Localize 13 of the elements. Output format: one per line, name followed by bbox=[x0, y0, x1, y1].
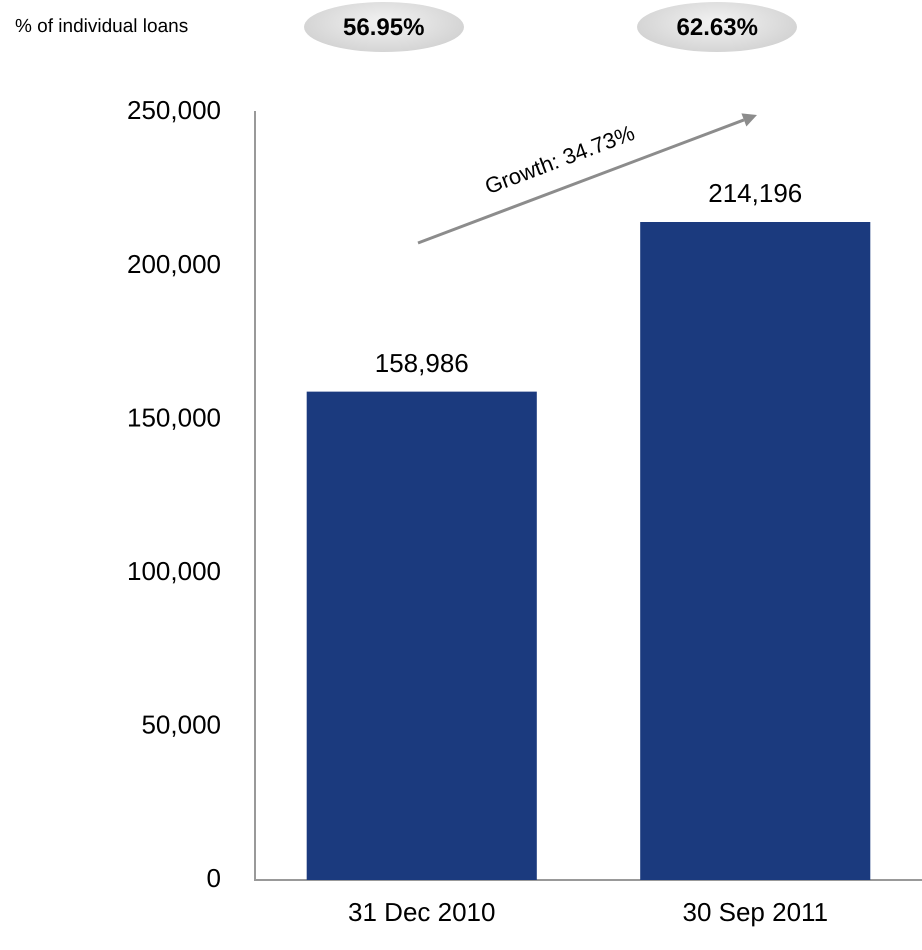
y-tick-label: 0 bbox=[206, 863, 221, 894]
y-tick-label: 200,000 bbox=[127, 248, 221, 279]
y-tick-label: 50,000 bbox=[141, 710, 221, 740]
data-label: 158,986 bbox=[374, 348, 469, 378]
x-tick-label: 30 Sep 2011 bbox=[682, 896, 828, 927]
y-tick-label: 150,000 bbox=[127, 402, 221, 432]
x-tick-label: 31 Dec 2010 bbox=[348, 896, 496, 927]
y-tick-label: 250,000 bbox=[127, 95, 221, 126]
text: % of individual loans bbox=[15, 16, 188, 38]
data-label: 214,196 bbox=[708, 178, 802, 208]
y-tick-label: 100,000 bbox=[127, 556, 221, 586]
text: 62.63% bbox=[676, 14, 759, 42]
text: 56.95% bbox=[342, 14, 426, 42]
